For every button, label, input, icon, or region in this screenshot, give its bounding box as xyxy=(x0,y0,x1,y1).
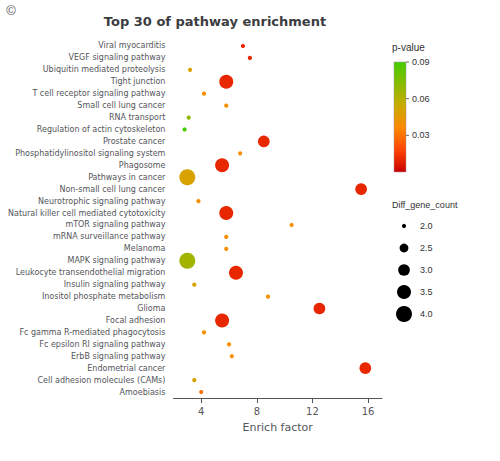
svg-text:Phosphatidylinositol signaling: Phosphatidylinositol signaling system xyxy=(15,149,165,158)
svg-text:RNA transport: RNA transport xyxy=(109,113,166,122)
svg-text:Top 30 of pathway enrichment: Top 30 of pathway enrichment xyxy=(104,14,326,29)
svg-text:Ubiquitin mediated proteolysis: Ubiquitin mediated proteolysis xyxy=(43,65,166,74)
svg-text:Non-small cell lung cancer: Non-small cell lung cancer xyxy=(59,185,166,194)
svg-text:Glioma: Glioma xyxy=(137,304,165,313)
svg-text:VEGF signaling pathway: VEGF signaling pathway xyxy=(69,53,166,62)
svg-text:Natural killer cell mediated c: Natural killer cell mediated cytotoxicit… xyxy=(8,209,166,218)
svg-text:0.03: 0.03 xyxy=(412,130,430,140)
svg-text:Melanoma: Melanoma xyxy=(124,244,166,253)
svg-text:ErbB signaling pathway: ErbB signaling pathway xyxy=(71,352,166,361)
svg-text:16: 16 xyxy=(362,406,375,417)
svg-text:Cell adhesion molecules (CAMs): Cell adhesion molecules (CAMs) xyxy=(38,376,166,385)
svg-text:Amoebiasis: Amoebiasis xyxy=(120,388,166,397)
svg-text:p-value: p-value xyxy=(392,42,425,53)
svg-text:T cell receptor signaling path: T cell receptor signaling pathway xyxy=(31,89,165,98)
svg-text:0.09: 0.09 xyxy=(412,57,430,67)
svg-text:©: © xyxy=(6,3,16,18)
svg-text:Focal adhesion: Focal adhesion xyxy=(106,316,166,325)
svg-text:Pathways in cancer: Pathways in cancer xyxy=(88,173,166,182)
svg-text:4: 4 xyxy=(198,406,204,417)
svg-text:Phagosome: Phagosome xyxy=(119,161,166,170)
svg-text:Enrich factor: Enrich factor xyxy=(243,421,314,434)
svg-text:4.0: 4.0 xyxy=(420,309,433,319)
svg-text:Inositol phosphate metabolism: Inositol phosphate metabolism xyxy=(42,292,166,301)
svg-text:Neurotrophic signaling pathway: Neurotrophic signaling pathway xyxy=(38,197,166,206)
svg-text:Endometrial cancer: Endometrial cancer xyxy=(87,364,166,373)
svg-text:Small cell lung cancer: Small cell lung cancer xyxy=(77,101,166,110)
svg-text:0.06: 0.06 xyxy=(412,94,430,104)
svg-text:3.5: 3.5 xyxy=(420,287,433,297)
svg-text:Fc epsilon RI signaling pathwa: Fc epsilon RI signaling pathway xyxy=(39,340,165,349)
svg-text:Diff_gene_count: Diff_gene_count xyxy=(392,200,458,210)
svg-text:MAPK signaling pathway: MAPK signaling pathway xyxy=(67,256,165,265)
svg-text:Viral myocarditis: Viral myocarditis xyxy=(98,41,165,50)
svg-text:12: 12 xyxy=(306,406,319,417)
svg-text:Regulation of actin cytoskelet: Regulation of actin cytoskeleton xyxy=(37,125,166,134)
svg-text:Insulin signaling pathway: Insulin signaling pathway xyxy=(64,280,166,289)
svg-text:mRNA surveillance pathway: mRNA surveillance pathway xyxy=(53,232,166,241)
svg-text:3.0: 3.0 xyxy=(420,265,433,275)
svg-text:Leukocyte transendothelial mig: Leukocyte transendothelial migration xyxy=(16,268,166,277)
svg-text:Fc gamma R-mediated phagocytos: Fc gamma R-mediated phagocytosis xyxy=(19,328,165,337)
svg-text:Prostate cancer: Prostate cancer xyxy=(103,137,166,146)
svg-text:2.0: 2.0 xyxy=(420,221,433,231)
svg-text:8: 8 xyxy=(254,406,260,417)
svg-text:mTOR signaling pathway: mTOR signaling pathway xyxy=(65,220,165,229)
svg-text:2.5: 2.5 xyxy=(420,243,433,253)
svg-text:Tight junction: Tight junction xyxy=(110,77,166,86)
